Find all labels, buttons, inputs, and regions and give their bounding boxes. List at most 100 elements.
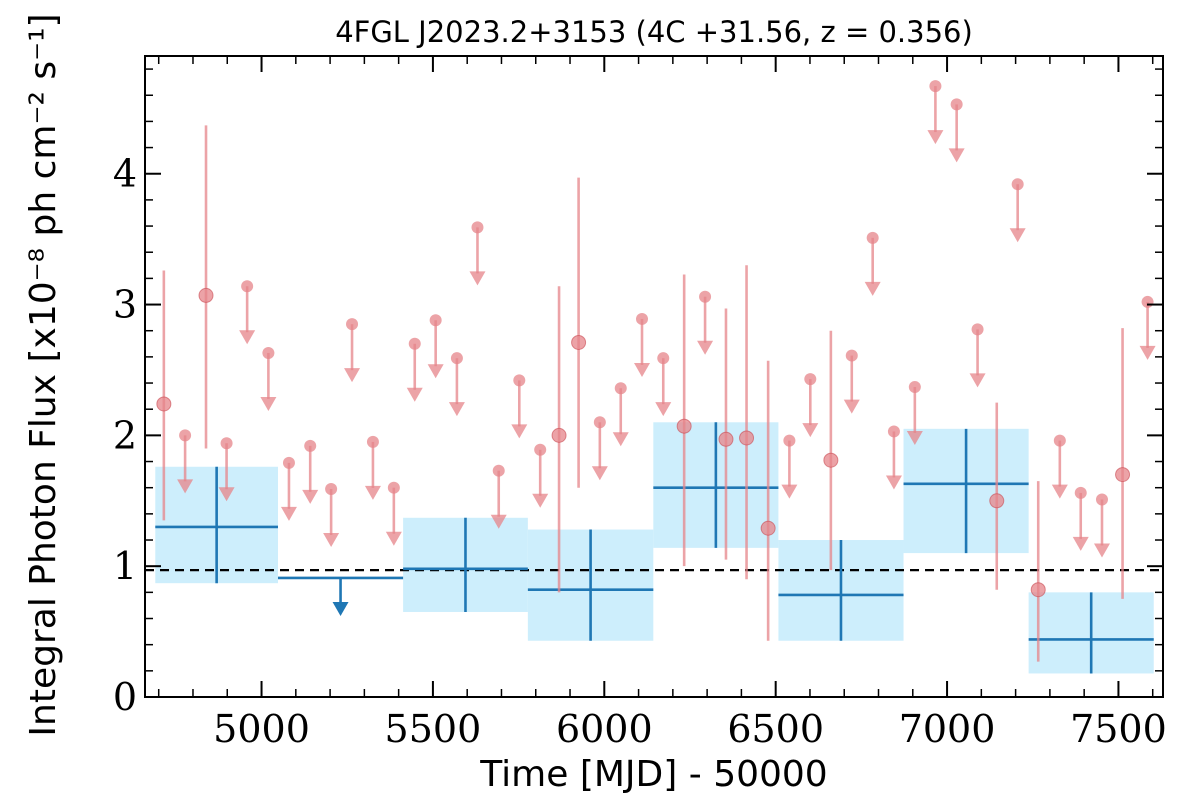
- fine-upper-limit-point: [699, 290, 712, 303]
- fine-upper-limit-point: [908, 380, 921, 393]
- fine-upper-limit-point: [387, 481, 400, 494]
- x-tick-label: 5000: [213, 707, 310, 751]
- plot-frame: [144, 55, 1164, 698]
- fine-upper-limit-point: [513, 374, 526, 387]
- fine-bin-point: [156, 396, 172, 412]
- fine-upper-limit-point: [325, 483, 338, 496]
- fine-upper-limit-arrow: [218, 487, 235, 502]
- fine-upper-limit-arrow: [532, 493, 549, 508]
- fine-upper-limit-point: [929, 80, 942, 93]
- fine-bin-point: [1030, 582, 1046, 598]
- fine-upper-limit-arrow: [323, 533, 340, 548]
- fine-upper-limit-point: [346, 318, 359, 331]
- x-tick-label: 6000: [556, 707, 653, 751]
- fine-upper-limit-point: [845, 349, 858, 362]
- fine-upper-limit-point: [1095, 493, 1108, 506]
- fine-bin-point: [718, 431, 734, 447]
- fine-upper-limit-arrow: [1009, 228, 1026, 243]
- chart-title: 4FGL J2023.2+3153 (4C +31.56, z = 0.356): [335, 15, 973, 49]
- fine-upper-limit-point: [1074, 486, 1087, 499]
- fine-upper-limit-point: [657, 352, 670, 365]
- fine-upper-limit-point: [471, 221, 484, 234]
- fine-upper-limit-arrow: [1093, 543, 1110, 558]
- fine-upper-limit-point: [408, 337, 421, 350]
- fine-bin-point: [1115, 467, 1131, 483]
- fine-upper-limit-point: [534, 443, 547, 456]
- fine-bin-point: [571, 334, 587, 350]
- fine-upper-limit-arrow: [655, 402, 672, 417]
- y-tick-label: 4: [113, 152, 137, 196]
- fine-upper-limit-point: [866, 231, 879, 244]
- fine-upper-limit-point: [304, 439, 317, 452]
- coarse-upper-limit-arrow: [332, 601, 349, 616]
- fine-upper-limit-arrow: [239, 330, 256, 345]
- fine-upper-limit-arrow: [948, 148, 965, 163]
- fine-upper-limit-point: [971, 323, 984, 336]
- plot-area: 5000 5500 6000 6500 7000 7500 0 1 2 3 4: [113, 55, 1167, 751]
- fine-upper-limit-point: [450, 352, 463, 365]
- fine-upper-limit-arrow: [591, 466, 608, 481]
- fine-bin-point: [739, 430, 755, 446]
- fine-upper-limit-arrow: [469, 271, 486, 286]
- fine-upper-limit-arrow: [1072, 536, 1089, 551]
- fine-bin-point: [760, 520, 776, 536]
- fine-upper-limit-point: [804, 373, 817, 386]
- fine-upper-limit-point: [1141, 295, 1154, 308]
- fine-upper-limit-arrow: [177, 479, 194, 494]
- fine-upper-limit-arrow: [1139, 345, 1156, 360]
- fine-upper-limit-point: [366, 435, 379, 448]
- fine-upper-limit-point: [614, 382, 627, 395]
- fine-upper-limit-point: [220, 437, 233, 450]
- fine-upper-limit-arrow: [490, 514, 507, 529]
- fine-upper-limit-arrow: [634, 362, 651, 377]
- y-tick-label: 3: [113, 283, 137, 327]
- fine-upper-limit-arrow: [927, 130, 944, 145]
- fine-bin-point: [198, 287, 214, 303]
- fine-upper-limit-arrow: [302, 489, 319, 504]
- fine-upper-limit-arrow: [864, 281, 881, 296]
- fine-bin-point: [551, 427, 567, 443]
- x-tick-label: 6500: [727, 707, 824, 751]
- fine-upper-limit-arrow: [364, 485, 381, 500]
- fine-upper-limit-point: [429, 314, 442, 327]
- fine-upper-limit-arrow: [344, 368, 361, 383]
- fine-upper-limit-point: [950, 98, 963, 111]
- fine-upper-limit-point: [241, 280, 254, 293]
- y-tick-label: 1: [113, 544, 137, 588]
- fine-upper-limit-arrow: [802, 423, 819, 438]
- x-axis-title: Time [MJD] - 50000: [479, 754, 827, 795]
- fine-upper-limit-point: [593, 416, 606, 429]
- fine-upper-limit-point: [887, 425, 900, 438]
- y-tick-label: 0: [113, 675, 137, 719]
- fine-upper-limit-arrow: [406, 387, 423, 402]
- fine-bin-point: [989, 493, 1005, 509]
- fine-upper-limit-point: [179, 429, 192, 442]
- fine-upper-limit-arrow: [612, 432, 629, 447]
- fine-upper-limit-point: [783, 434, 796, 447]
- fine-upper-limit-arrow: [448, 402, 465, 417]
- x-tick-label: 7500: [1070, 707, 1167, 751]
- y-axis-title: Integral Photon Flux [x10⁻⁸ ph cm⁻² s⁻¹]: [23, 13, 64, 736]
- fine-upper-limit-point: [282, 456, 295, 469]
- x-tick-label: 7000: [899, 707, 996, 751]
- fine-bin-point: [676, 418, 692, 434]
- fine-upper-limit-arrow: [385, 531, 402, 546]
- fine-upper-limit-arrow: [511, 424, 528, 439]
- fine-upper-limit-arrow: [427, 364, 444, 379]
- fine-upper-limit-point: [492, 464, 505, 477]
- fine-upper-limit-point: [1011, 178, 1024, 191]
- fine-upper-limit-point: [636, 312, 649, 325]
- fine-upper-limit-arrow: [260, 396, 277, 411]
- fine-upper-limit-arrow: [1051, 484, 1068, 499]
- fine-upper-limit-arrow: [906, 430, 923, 445]
- fine-bin-point: [823, 452, 839, 468]
- y-tick-label: 2: [113, 413, 137, 457]
- fine-upper-limit-arrow: [781, 484, 798, 499]
- fine-upper-limit-arrow: [280, 506, 297, 521]
- fine-upper-limit-arrow: [697, 340, 714, 355]
- fine-upper-limit-arrow: [843, 399, 860, 414]
- fine-upper-limit-arrow: [885, 475, 902, 490]
- x-tick-label: 5500: [385, 707, 482, 751]
- fine-upper-limit-arrow: [969, 373, 986, 388]
